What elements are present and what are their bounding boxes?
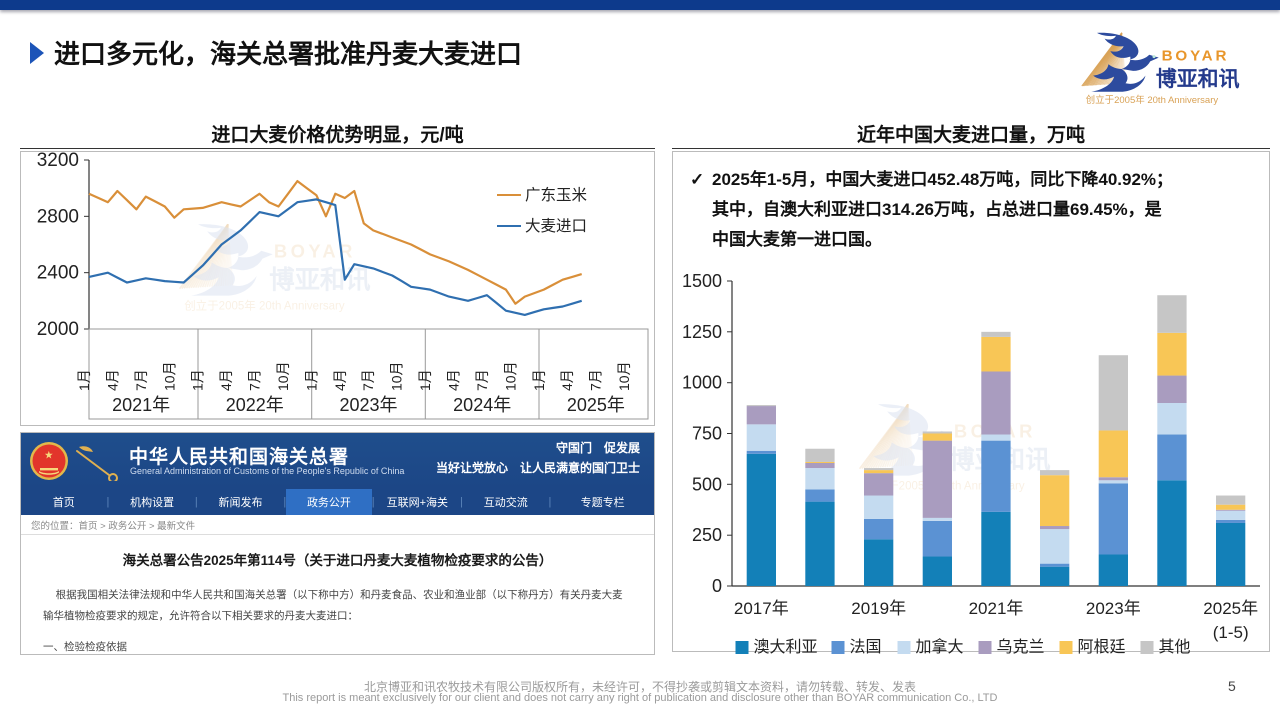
svg-text:BOYAR: BOYAR [1162,47,1230,64]
svg-text:7月: 7月 [474,369,490,391]
svg-text:1月: 1月 [76,369,92,391]
svg-text:(1-5): (1-5) [1213,623,1249,642]
svg-text:750: 750 [692,424,722,444]
svg-text:1250: 1250 [682,322,722,342]
svg-text:10月: 10月 [389,361,405,391]
svg-text:加拿大: 加拿大 [916,637,964,656]
svg-text:2019年: 2019年 [851,599,906,618]
svg-text:1500: 1500 [682,271,722,291]
svg-text:2025年: 2025年 [1203,599,1258,618]
svg-text:澳大利亚: 澳大利亚 [754,638,818,656]
svg-text:1月: 1月 [190,369,206,391]
svg-text:创立于2005年 20th Anniversary: 创立于2005年 20th Anniversary [1086,94,1219,106]
svg-text:3200: 3200 [37,152,79,171]
svg-text:0: 0 [712,576,722,596]
svg-text:广东玉米: 广东玉米 [525,186,587,204]
svg-text:10月: 10月 [616,361,632,391]
svg-text:4月: 4月 [446,369,462,391]
svg-text:2800: 2800 [37,206,79,227]
svg-text:250: 250 [692,525,722,545]
svg-text:4月: 4月 [559,369,575,391]
svg-text:1月: 1月 [303,369,319,391]
svg-text:10月: 10月 [275,361,291,391]
svg-text:7月: 7月 [133,369,149,391]
svg-text:阿根廷: 阿根廷 [1078,638,1126,656]
svg-text:博亚和讯: 博亚和讯 [1156,67,1240,91]
svg-text:2017年: 2017年 [734,599,789,618]
svg-text:1000: 1000 [682,373,722,393]
svg-text:2021年: 2021年 [112,395,170,415]
svg-text:法国: 法国 [850,638,882,656]
svg-text:7月: 7月 [247,369,263,391]
svg-text:1月: 1月 [531,369,547,391]
svg-text:大麦进口: 大麦进口 [525,217,587,235]
svg-text:2023年: 2023年 [1086,599,1141,618]
svg-text:500: 500 [692,474,722,494]
svg-text:7月: 7月 [360,369,376,391]
svg-text:2000: 2000 [37,319,79,340]
svg-text:2025年: 2025年 [567,395,625,415]
svg-text:其他: 其他 [1159,638,1191,656]
svg-text:4月: 4月 [332,369,348,391]
svg-text:4月: 4月 [104,369,120,391]
svg-text:2024年: 2024年 [453,395,511,415]
svg-text:2023年: 2023年 [339,395,397,415]
svg-text:2022年: 2022年 [226,395,284,415]
svg-text:2021年: 2021年 [969,599,1024,618]
svg-text:2400: 2400 [37,263,79,284]
svg-text:10月: 10月 [502,361,518,391]
svg-text:7月: 7月 [588,369,604,391]
svg-text:1月: 1月 [417,369,433,391]
svg-text:4月: 4月 [218,369,234,391]
svg-text:乌克兰: 乌克兰 [997,638,1045,656]
svg-text:10月: 10月 [161,361,177,391]
